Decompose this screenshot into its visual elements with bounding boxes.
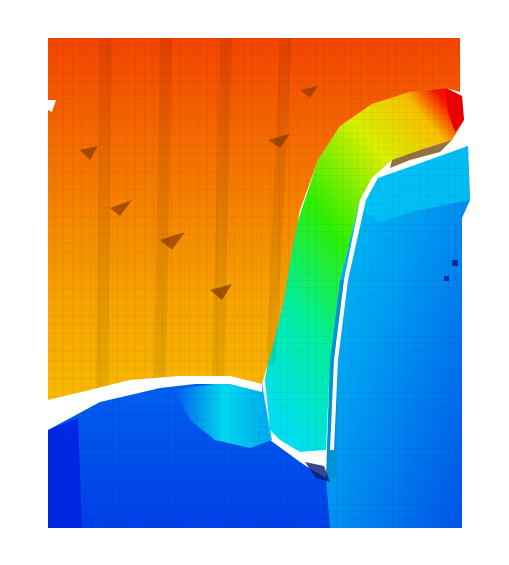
sheared-band-region: [265, 88, 464, 452]
shadow-notch: [305, 462, 330, 482]
orange-region: [48, 38, 460, 400]
bottom-blue-region: [48, 380, 340, 528]
right-blue-region: [326, 146, 470, 528]
